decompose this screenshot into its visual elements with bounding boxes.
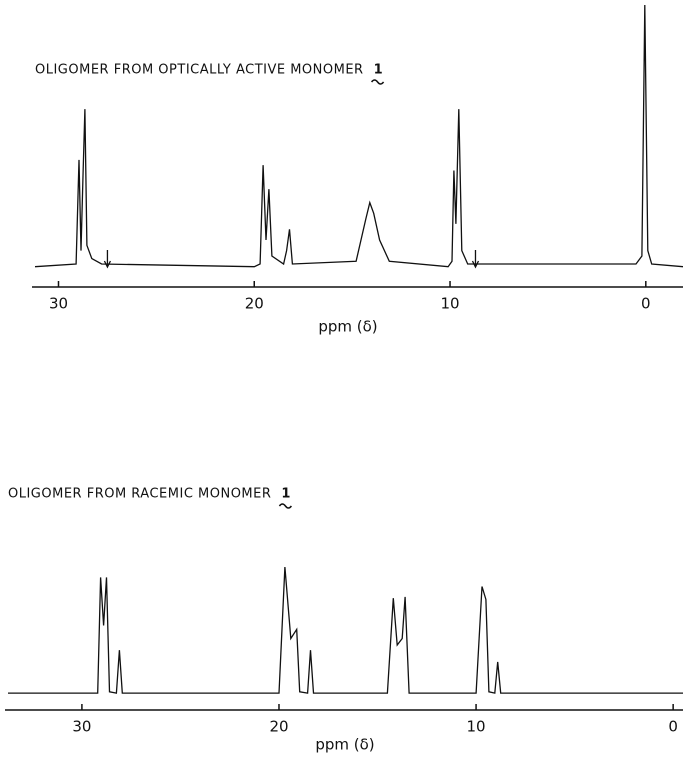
x-tick-label: 30 xyxy=(72,718,91,736)
arrow xyxy=(471,250,480,269)
x-tick-label: 0 xyxy=(641,295,651,313)
x-axis-label: ppm (δ) xyxy=(318,318,377,336)
x-tick-label: 20 xyxy=(269,718,288,736)
spectrum-line xyxy=(8,566,683,694)
chart-title: OLIGOMER FROM RACEMIC MONOMER xyxy=(8,487,271,502)
compound-number: 1 xyxy=(374,63,384,78)
x-tick-label: 0 xyxy=(668,718,678,736)
x-tick-label: 10 xyxy=(467,718,486,736)
compound-tilde xyxy=(370,79,385,85)
x-axis-label: ppm (δ) xyxy=(315,736,374,754)
x-tick-label: 30 xyxy=(49,295,68,313)
arrow xyxy=(103,250,112,269)
x-tick-label: 10 xyxy=(440,295,459,313)
chart-title: OLIGOMER FROM OPTICALLY ACTIVE MONOMER xyxy=(35,63,364,78)
spectrum-line xyxy=(34,4,683,268)
compound-number: 1 xyxy=(281,487,291,502)
compound-tilde xyxy=(278,503,293,509)
x-tick-label: 20 xyxy=(245,295,264,313)
